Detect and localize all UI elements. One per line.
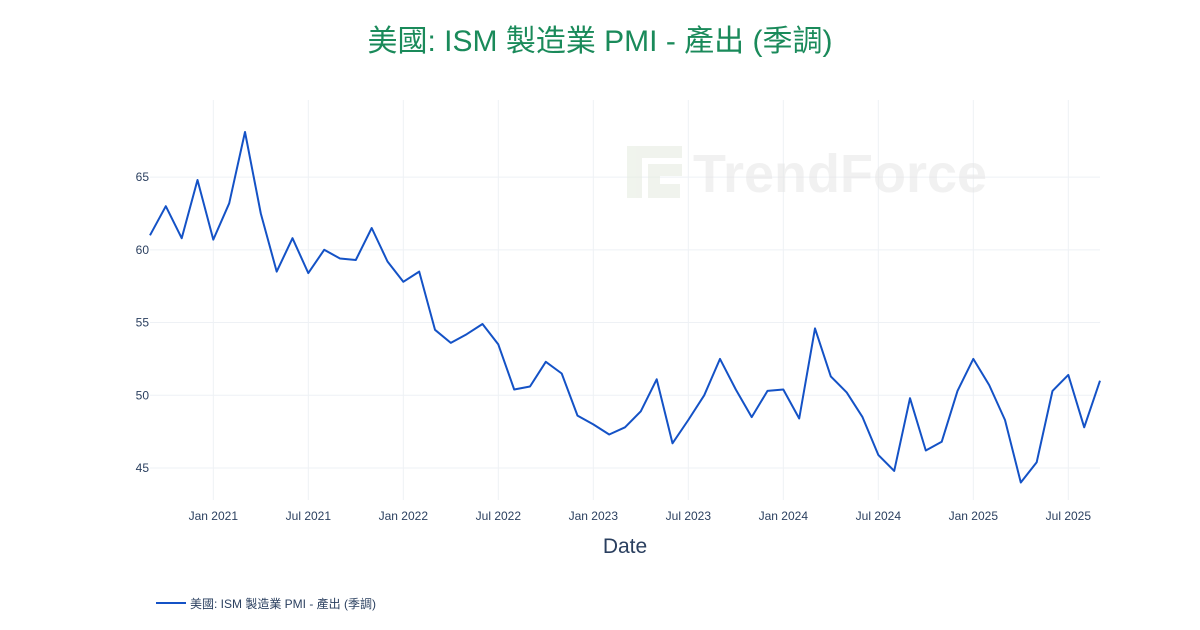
y-gridlines xyxy=(150,176,1100,469)
legend[interactable]: 美國: ISM 製造業 PMI - 產出 (季調) xyxy=(156,596,376,611)
x-tick-label: Jul 2021 xyxy=(286,509,332,523)
x-axis-ticks: Jan 2021 Jul 2021 Jan 2022 Jul 2022 Jan 2023… xyxy=(189,509,1092,523)
watermark-logo-mark xyxy=(627,146,682,198)
watermark-text: TrendForce xyxy=(693,144,987,204)
x-tick-label: Jul 2022 xyxy=(476,509,522,523)
x-tick-label: Jul 2024 xyxy=(856,509,902,523)
x-axis-title: Date xyxy=(603,535,647,558)
y-tick-label: 60 xyxy=(136,243,150,257)
y-tick-label: 45 xyxy=(136,461,150,475)
x-tick-label: Jan 2022 xyxy=(379,509,429,523)
x-tick-label: Jan 2024 xyxy=(759,509,809,523)
series-line xyxy=(149,131,1101,484)
y-axis-ticks: 45 50 55 60 65 xyxy=(136,170,150,475)
x-tick-label: Jan 2025 xyxy=(949,509,999,523)
x-tick-label: Jul 2023 xyxy=(666,509,712,523)
x-tick-label: Jan 2021 xyxy=(189,509,239,523)
watermark-logo: TrendForce xyxy=(627,144,987,204)
y-tick-label: 55 xyxy=(136,316,150,330)
x-tick-label: Jan 2023 xyxy=(569,509,619,523)
y-tick-label: 65 xyxy=(136,170,150,184)
legend-label: 美國: ISM 製造業 PMI - 產出 (季調) xyxy=(190,596,376,611)
chart-title: 美國: ISM 製造業 PMI - 產出 (季調) xyxy=(368,25,833,58)
x-gridlines xyxy=(212,100,1069,500)
x-tick-label: Jul 2025 xyxy=(1046,509,1092,523)
y-tick-label: 50 xyxy=(136,388,150,402)
